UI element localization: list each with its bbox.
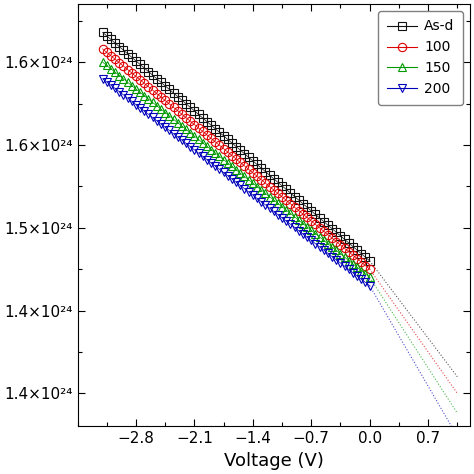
X-axis label: Voltage (V): Voltage (V) bbox=[224, 452, 324, 470]
Line: 200: 200 bbox=[99, 74, 374, 290]
100 bbox=[237, 160, 243, 165]
200 bbox=[162, 124, 168, 130]
100 bbox=[329, 235, 335, 241]
200 bbox=[212, 163, 218, 169]
As-d bbox=[367, 258, 373, 264]
Line: 100: 100 bbox=[99, 45, 374, 273]
200 bbox=[179, 137, 185, 143]
200 bbox=[100, 76, 105, 82]
100 bbox=[162, 98, 168, 103]
150 bbox=[367, 274, 373, 280]
200 bbox=[367, 283, 373, 289]
150 bbox=[329, 244, 335, 250]
As-d bbox=[179, 97, 185, 103]
200 bbox=[237, 182, 243, 188]
150 bbox=[237, 170, 243, 176]
As-d bbox=[212, 126, 218, 132]
150 bbox=[100, 59, 105, 65]
100 bbox=[100, 46, 105, 52]
100 bbox=[358, 259, 364, 265]
As-d bbox=[329, 226, 335, 231]
As-d bbox=[358, 251, 364, 256]
200 bbox=[329, 254, 335, 259]
150 bbox=[162, 110, 168, 116]
150 bbox=[212, 150, 218, 156]
Legend: As-d, 100, 150, 200: As-d, 100, 150, 200 bbox=[378, 11, 463, 105]
200 bbox=[358, 276, 364, 282]
150 bbox=[179, 123, 185, 129]
As-d bbox=[237, 147, 243, 153]
150 bbox=[358, 268, 364, 273]
100 bbox=[179, 111, 185, 117]
As-d bbox=[100, 29, 105, 35]
As-d bbox=[162, 83, 168, 89]
Line: As-d: As-d bbox=[99, 28, 374, 265]
100 bbox=[212, 139, 218, 145]
Line: 150: 150 bbox=[99, 58, 374, 282]
100 bbox=[367, 266, 373, 272]
